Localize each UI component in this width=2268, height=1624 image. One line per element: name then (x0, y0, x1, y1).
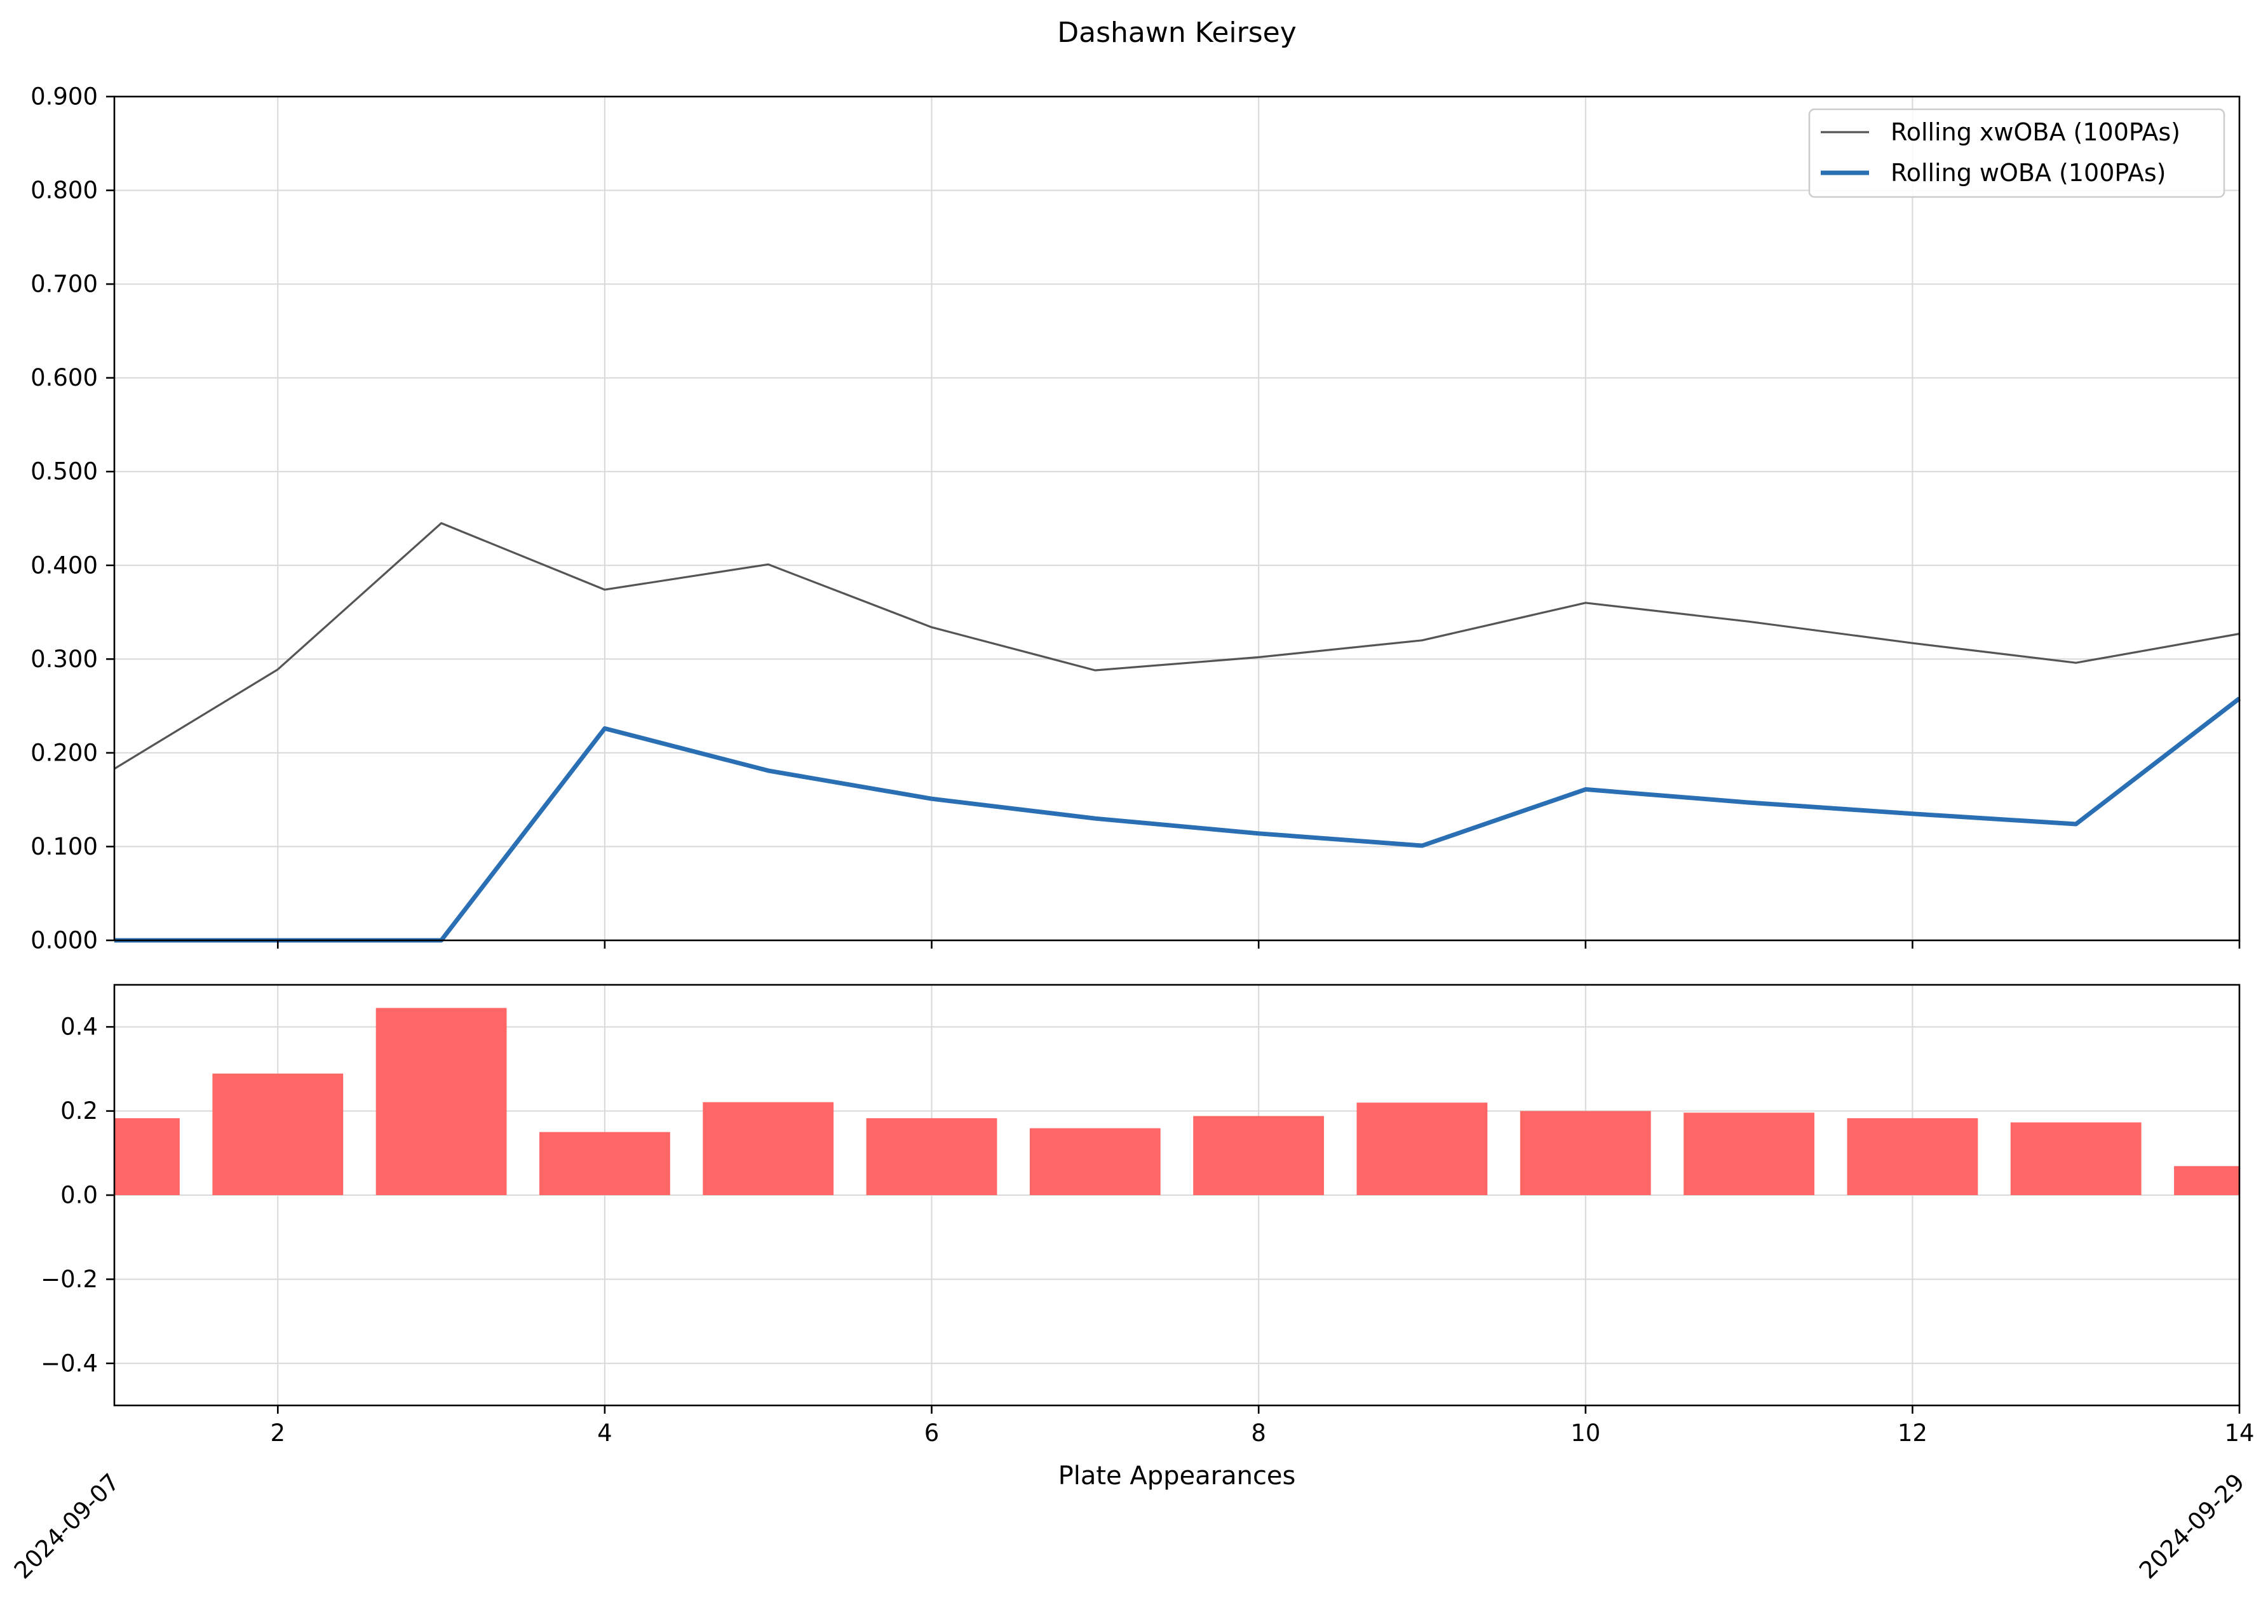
y-tick-label: −0.2 (41, 1266, 98, 1293)
y-tick-label: 0.400 (30, 551, 98, 579)
chart-title: Dashawn Keirsey (1057, 17, 1297, 49)
y-tick-label: 0.2 (60, 1097, 98, 1125)
difference-bar (1684, 1113, 1814, 1195)
x-tick-label: 2 (271, 1419, 286, 1447)
difference-bar (2174, 1166, 2239, 1195)
x-axis-label: Plate Appearances (1058, 1461, 1296, 1491)
legend: Rolling xwOBA (100PAs) Rolling wOBA (100P… (1808, 108, 2225, 198)
y-tick-label: 0.700 (30, 271, 98, 298)
difference-bars (114, 1008, 2239, 1195)
y-tick-label: 0.100 (30, 833, 98, 860)
top-plot-frame (113, 95, 2241, 942)
difference-bar (1356, 1102, 1488, 1195)
y-tick-label: 0.900 (30, 83, 98, 111)
date-label: 2024-09-29 (2134, 1468, 2250, 1584)
difference-bar (1193, 1116, 1324, 1195)
y-tick-label: 0.000 (30, 927, 98, 954)
difference-bar (1847, 1118, 1978, 1195)
y-tick-label: 0.4 (60, 1013, 98, 1041)
x-tick-label: 14 (2224, 1419, 2254, 1447)
difference-bar (375, 1008, 507, 1195)
y-tick-label: 0.800 (30, 177, 98, 204)
difference-bar-panel: −0.4 −0.2 0.0 0.2 0.4 2 4 6 8 10 12 14 (41, 984, 2255, 1447)
y-tick-label: 0.500 (30, 458, 98, 485)
legend-label-woba: Rolling wOBA (100PAs) (1891, 159, 2166, 187)
y-tick-label: −0.4 (41, 1350, 98, 1377)
difference-bar (703, 1102, 834, 1195)
y-tick-label: 0.600 (30, 364, 98, 391)
difference-bar (866, 1118, 997, 1195)
xwoba-line (114, 522, 2240, 770)
difference-bar (212, 1073, 344, 1195)
difference-bar (2010, 1122, 2142, 1195)
legend-box (1808, 108, 2225, 198)
x-tick-label: 10 (1570, 1419, 1600, 1447)
rolling-woba-panel: 0.000 0.100 0.200 0.300 0.400 0.500 0.600 0.700… (30, 83, 2241, 954)
date-label: 2024-09-07 (9, 1468, 125, 1584)
difference-bar (1029, 1128, 1161, 1195)
difference-bar (539, 1132, 670, 1195)
legend-label-xwoba: Rolling xwOBA (100PAs) (1891, 118, 2180, 146)
x-tick-label: 6 (924, 1419, 940, 1447)
y-tick-label: 0.200 (30, 739, 98, 766)
y-tick-label: 0.300 (30, 646, 98, 673)
x-tick-label: 8 (1251, 1419, 1266, 1447)
x-tick-label: 4 (597, 1419, 612, 1447)
x-tick-label: 12 (1898, 1419, 1927, 1447)
y-tick-label: 0.0 (60, 1182, 98, 1209)
difference-bar (1520, 1111, 1651, 1195)
difference-bar (114, 1118, 180, 1195)
woba-line (114, 696, 2241, 943)
